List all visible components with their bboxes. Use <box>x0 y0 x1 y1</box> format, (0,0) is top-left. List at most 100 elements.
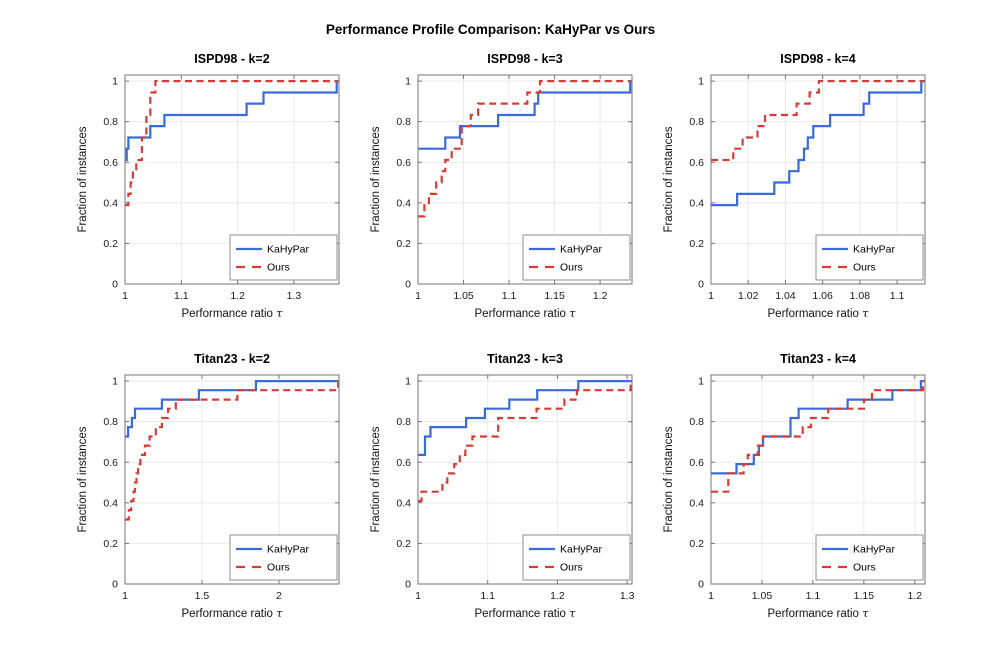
axes-box <box>124 74 340 285</box>
x-tick-label: 1.1 <box>890 290 905 302</box>
legend: KaHyPar Ours <box>229 234 338 281</box>
y-axis-label: Fraction of instances <box>663 426 675 532</box>
x-tick-label: 1.2 <box>593 290 608 302</box>
x-tick-label: 1.04 <box>775 290 796 302</box>
axis-ticks: 1 1.1 1.2 1.3 0 0.2 0.4 0.6 0.8 1 <box>103 75 339 302</box>
y-axis-label: Fraction of instances <box>77 126 89 232</box>
subplot-title: Titan23 - k=2 <box>194 352 270 366</box>
y-tick-label: 0.2 <box>103 238 118 250</box>
subplot-title: ISPD98 - k=4 <box>780 52 855 66</box>
y-tick-label: 0.4 <box>103 497 118 509</box>
subplot-titan23-k2: 1 1.5 2 0 0.2 0.4 0.6 0.8 1 Titan23 - k=2 Performa… <box>73 347 365 639</box>
series-line-ours <box>418 380 632 503</box>
x-tick-label: 1.02 <box>738 290 759 302</box>
chart-canvas: 1 1.5 2 0 0.2 0.4 0.6 0.8 1 Titan23 - k=2 Performa… <box>77 352 340 620</box>
legend: KaHyPar Ours <box>522 534 631 581</box>
chart-canvas: 1 1.02 1.04 1.06 1.08 1.1 0 0.2 0.4 0.6 0.8 1 ISPD98… <box>663 52 926 320</box>
chart-canvas: 1 1.1 1.2 1.3 0 0.2 0.4 0.6 0.8 1 Titan23 - k=3 Per… <box>370 352 635 620</box>
y-tick-label: 0.8 <box>103 116 118 128</box>
y-tick-label: 1 <box>112 376 118 388</box>
y-tick-label: 0.8 <box>689 116 704 128</box>
chart-canvas: 1 1.1 1.2 1.3 0 0.2 0.4 0.6 0.8 1 ISPD98 - k=2 Perf… <box>77 52 340 320</box>
x-axis-label: Performance ratio τ <box>768 306 870 320</box>
series-line-ours <box>711 80 925 162</box>
axes-box <box>124 374 340 585</box>
x-tick-label: 1.05 <box>752 590 773 602</box>
series-line-kahypar <box>711 380 925 475</box>
y-axis-label: Fraction of instances <box>77 426 89 532</box>
x-tick-label: 1.1 <box>174 290 189 302</box>
x-axis-label: Performance ratio τ <box>182 606 284 620</box>
axes-box <box>710 374 926 585</box>
x-tick-label: 1.15 <box>854 590 875 602</box>
legend-box <box>522 234 631 281</box>
legend-box <box>522 534 631 581</box>
axis-ticks: 1 1.1 1.2 1.3 0 0.2 0.4 0.6 0.8 1 <box>396 375 635 602</box>
legend-label: Ours <box>560 262 583 274</box>
series-line-kahypar <box>418 80 632 150</box>
y-tick-label: 0 <box>112 279 118 291</box>
x-tick-label: 1 <box>122 290 128 302</box>
axis-ticks: 1 1.5 2 0 0.2 0.4 0.6 0.8 1 <box>103 375 339 602</box>
subplot-ispd98-k4: 1 1.02 1.04 1.06 1.08 1.1 0 0.2 0.4 0.6 0.8 1 ISPD98… <box>659 47 951 339</box>
y-tick-label: 0.4 <box>103 197 118 209</box>
x-tick-label: 1.2 <box>908 590 923 602</box>
x-tick-label: 1 <box>122 590 128 602</box>
y-tick-label: 0 <box>698 579 704 591</box>
legend-label: Ours <box>267 562 290 574</box>
legend-label: Ours <box>853 262 876 274</box>
legend-label: KaHyPar <box>853 244 896 256</box>
x-tick-label: 1 <box>708 590 714 602</box>
y-tick-label: 0.2 <box>689 238 704 250</box>
x-tick-label: 1.1 <box>480 590 495 602</box>
series-line-ours <box>125 380 340 521</box>
x-axis-label: Performance ratio τ <box>475 606 577 620</box>
series-line-kahypar <box>711 80 925 207</box>
legend-label: Ours <box>560 562 583 574</box>
subplot-title: Titan23 - k=4 <box>780 352 856 366</box>
y-tick-label: 0.6 <box>103 157 118 169</box>
axes-box <box>417 374 633 585</box>
y-axis-label: Fraction of instances <box>663 126 675 232</box>
x-axis-label: Performance ratio τ <box>182 306 284 320</box>
legend-label: KaHyPar <box>853 544 896 556</box>
x-tick-label: 1.1 <box>806 590 821 602</box>
y-tick-label: 1 <box>405 76 411 88</box>
legend-label: KaHyPar <box>560 244 603 256</box>
x-tick-label: 1.3 <box>620 590 635 602</box>
series-line-ours <box>418 80 632 218</box>
series-line-kahypar <box>125 80 339 162</box>
axes-box <box>710 74 926 285</box>
x-tick-label: 1 <box>708 290 714 302</box>
x-axis-label: Performance ratio τ <box>768 606 870 620</box>
legend: KaHyPar Ours <box>815 234 924 281</box>
legend-box <box>815 234 924 281</box>
x-tick-label: 1 <box>415 590 421 602</box>
y-tick-label: 1 <box>698 76 704 88</box>
legend-box <box>815 534 924 581</box>
y-tick-label: 0.4 <box>689 197 704 209</box>
x-tick-label: 1.5 <box>195 590 210 602</box>
legend-label: KaHyPar <box>267 544 310 556</box>
y-tick-label: 0.8 <box>396 416 411 428</box>
x-tick-label: 1.2 <box>230 290 245 302</box>
axis-ticks: 1 1.05 1.1 1.15 1.2 0 0.2 0.4 0.6 0.8 1 <box>396 75 632 302</box>
y-tick-label: 0.2 <box>103 538 118 550</box>
x-tick-label: 1.2 <box>550 590 565 602</box>
legend-label: KaHyPar <box>267 244 310 256</box>
x-tick-label: 1.05 <box>453 290 474 302</box>
y-tick-label: 0 <box>112 579 118 591</box>
legend-label: KaHyPar <box>560 544 603 556</box>
subplot-title: Titan23 - k=3 <box>487 352 563 366</box>
chart-canvas: 1 1.05 1.1 1.15 1.2 0 0.2 0.4 0.6 0.8 1 Titan23 - k… <box>663 352 926 620</box>
x-tick-label: 1 <box>415 290 421 302</box>
legend-box <box>229 534 338 581</box>
subplot-titan23-k3: 1 1.1 1.2 1.3 0 0.2 0.4 0.6 0.8 1 Titan23 - k=3 Per… <box>366 347 658 639</box>
y-tick-label: 0.8 <box>396 116 411 128</box>
x-axis-label: Performance ratio τ <box>475 306 577 320</box>
legend-label: Ours <box>853 562 876 574</box>
series-line-kahypar <box>418 380 632 456</box>
y-tick-label: 0.6 <box>396 457 411 469</box>
y-tick-label: 0.8 <box>103 416 118 428</box>
